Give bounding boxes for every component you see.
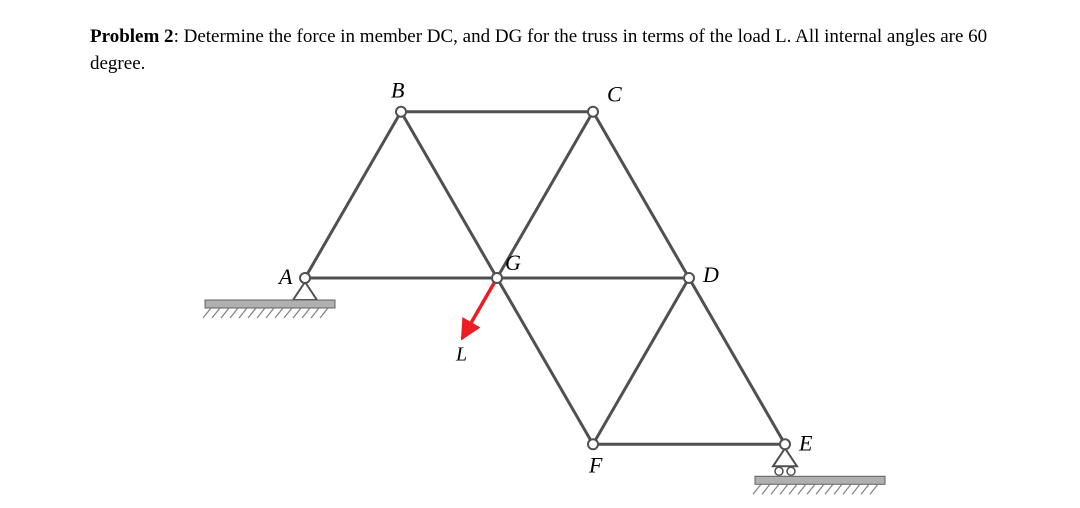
node-B (396, 107, 406, 117)
node-label-A: A (277, 264, 293, 289)
load-label: L (455, 344, 467, 366)
node-label-D: D (702, 262, 719, 287)
node-G (492, 273, 502, 283)
ground-hatch (203, 308, 328, 318)
node-D (684, 273, 694, 283)
pin-support-triangle (293, 282, 317, 300)
node-F (588, 439, 598, 449)
node-C (588, 107, 598, 117)
ground-slab (755, 476, 885, 484)
member-AB (305, 112, 401, 278)
node-label-C: C (607, 82, 622, 107)
roller-support-triangle (773, 448, 797, 466)
node-label-B: B (391, 78, 404, 103)
load-arrow (462, 278, 497, 339)
member-CD (593, 112, 689, 278)
ground-hatch (753, 484, 878, 494)
truss-diagram: L A B C G D F E (0, 0, 1080, 508)
member-GF (497, 278, 593, 444)
node-A (300, 273, 310, 283)
roller-wheel (787, 467, 795, 475)
node-label-E: E (798, 430, 813, 455)
node-label-F: F (588, 452, 603, 477)
member-BG (401, 112, 497, 278)
node-E (780, 439, 790, 449)
node-label-G: G (505, 250, 521, 275)
member-FD (593, 278, 689, 444)
ground-slab (205, 300, 335, 308)
roller-wheel (775, 467, 783, 475)
member-DE (689, 278, 785, 444)
